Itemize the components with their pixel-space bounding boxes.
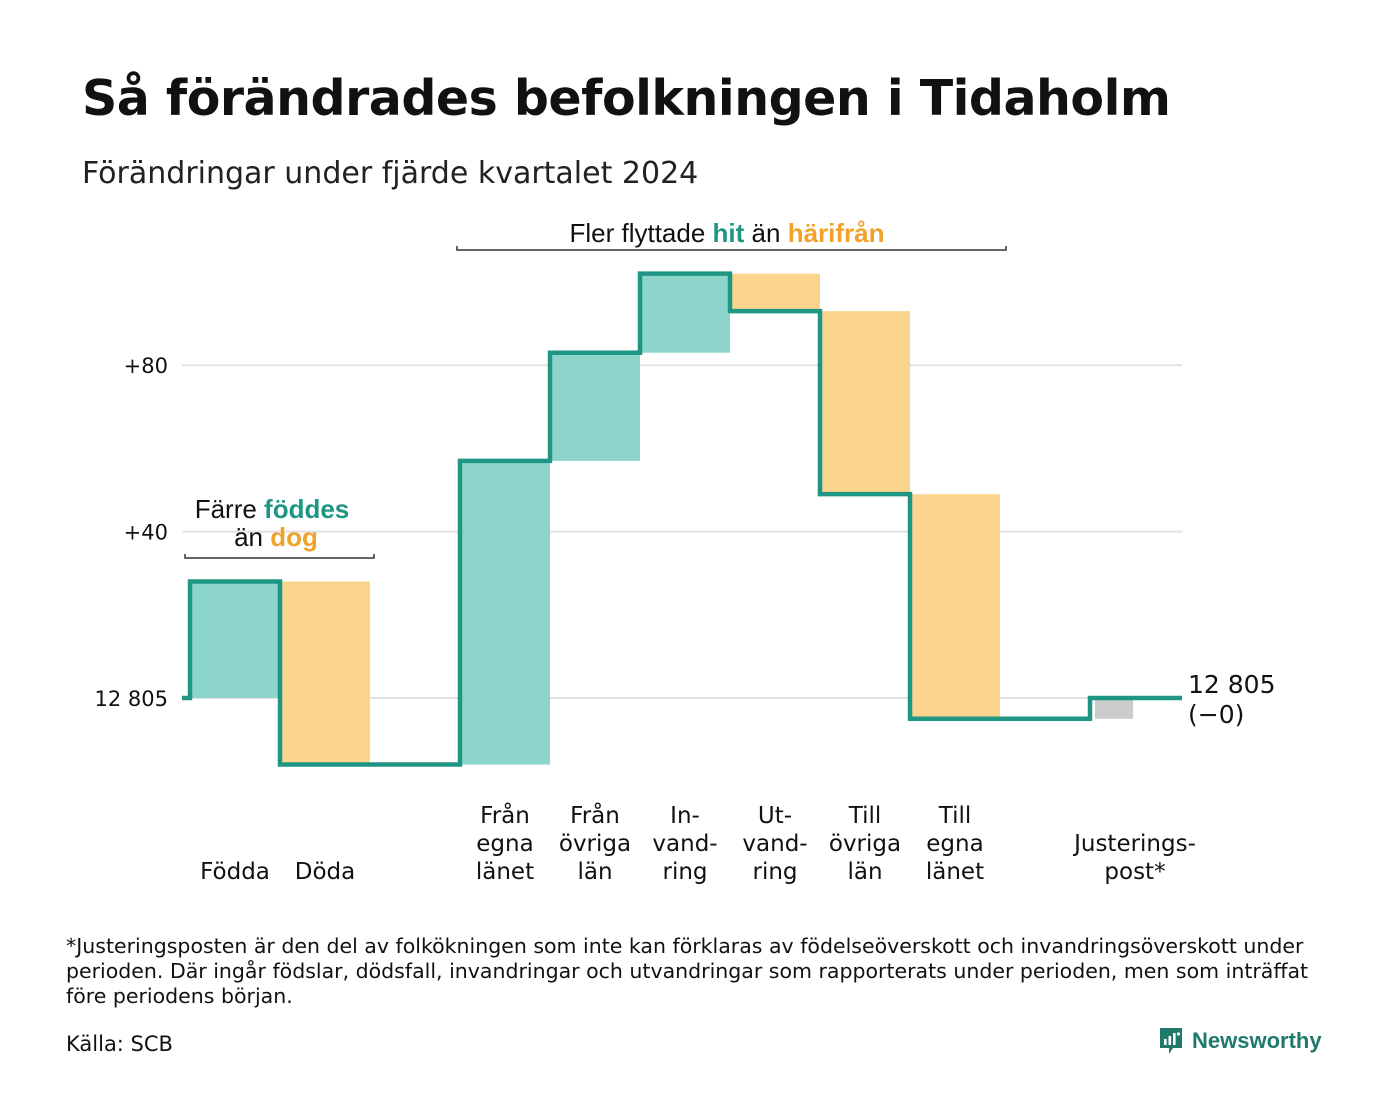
annotation-births-deaths-line2: än dog [234,522,318,552]
newsworthy-logo-icon [1160,1028,1182,1054]
x-category-label: ring [752,859,797,885]
annotation-births-deaths-line1: Färre föddes [195,494,350,524]
annotation-bracket-births-deaths [184,554,375,559]
x-category-label: Födda [200,859,270,885]
bar-decrease [910,494,1000,719]
bar-increase [550,352,640,461]
x-category-label: länet [476,859,534,885]
x-category-label: övriga [829,831,901,857]
x-category-label: Från [480,801,530,829]
x-category-label: In- [670,803,700,829]
x-category-label: Till [848,803,882,829]
chart-title: Så förändrades befolkningen i Tidaholm [82,70,1171,127]
bar-adjustment [1095,698,1133,719]
annotation-migration: Fler flyttade hit än härifrån [569,218,884,248]
chart-subtitle: Förändringar under fjärde kvartalet 2024 [82,156,699,191]
x-category-label: län [577,859,612,885]
brand-name: Newsworthy [1192,1028,1322,1053]
footnote: *Justeringsposten är den del av folkökni… [66,934,1309,1008]
bar-decrease [280,581,370,765]
brand-logo: Newsworthy [1158,1026,1322,1056]
x-category-label: Från [570,801,620,829]
x-category-label: Döda [295,859,355,885]
x-category-label: övriga [559,831,631,857]
x-category-label: egna [476,831,533,857]
x-category-label: Ut- [758,803,792,829]
x-category-label: länet [926,859,984,885]
bar-increase [460,460,550,765]
x-category-label: vand- [742,831,807,857]
x-category-label: län [847,859,882,885]
x-category-label: post* [1104,859,1165,885]
bar-increase [640,273,730,353]
end-value-label: 12 805 [1188,670,1275,699]
x-category-label: Justerings- [1072,831,1196,857]
annotation-bracket-migration [456,246,1007,251]
x-category-label: Till [938,803,972,829]
end-change-label: (−0) [1188,700,1244,729]
x-category-label: ring [662,859,707,885]
x-category-label: vand- [652,831,717,857]
bar-decrease [820,311,910,495]
y-tick-label: +40 [124,521,168,545]
bar-increase [190,581,280,698]
bar-decrease [730,273,820,312]
x-category-label: egna [926,831,983,857]
cumulative-line [182,271,1182,767]
y-tick-label: 12 805 [95,687,168,711]
y-tick-label: +80 [124,354,168,378]
source-credit: Källa: SCB [66,1032,173,1056]
